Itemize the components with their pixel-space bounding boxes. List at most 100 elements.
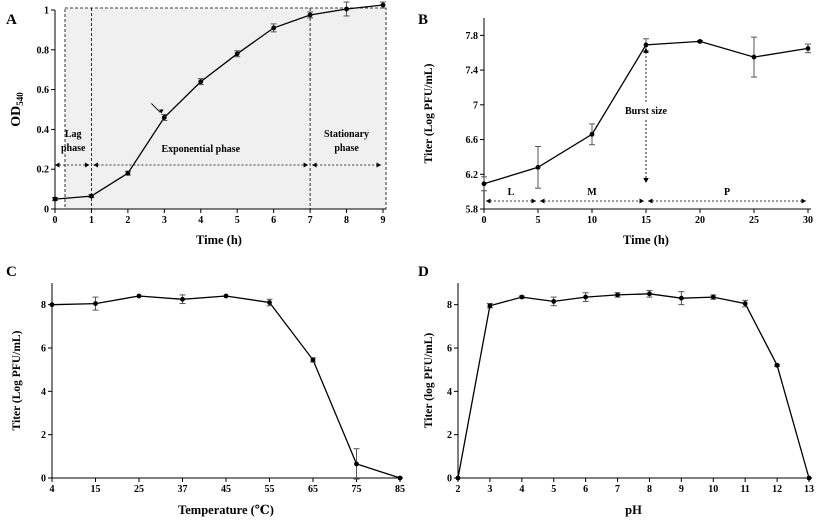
- phase-arrow-head: [531, 198, 536, 204]
- panel-c-x-tick-label: 37: [178, 484, 188, 495]
- panel-a-data-point: [344, 6, 349, 12]
- panel-b-x-tick-label: 25: [749, 215, 759, 226]
- panel-c-x-tick-label: 25: [134, 484, 144, 495]
- panel-d-x-tick-label: 9: [679, 484, 684, 495]
- panel-b-y-tick-label: 7.8: [466, 31, 479, 42]
- panel-a-data-point: [161, 115, 167, 120]
- panel-d-x-tick-label: 6: [583, 484, 588, 495]
- panel-d-x-tick-label: 5: [551, 484, 556, 495]
- panel-c-y-tick-label: 0: [41, 474, 46, 485]
- panel-c-data-point: [49, 302, 55, 308]
- panel-b-x-tick-label: 0: [482, 215, 487, 226]
- panel-c-data-point: [310, 357, 316, 363]
- panel-d-letter: D: [418, 264, 429, 280]
- panel-d-y-tick-label: 0: [447, 474, 452, 485]
- panel-a-x-tick-label: 3: [162, 215, 167, 226]
- panel-d-data-point: [615, 292, 620, 298]
- panel-a-x-tick-label: 4: [198, 215, 203, 226]
- panel-a-letter: A: [6, 12, 17, 28]
- burst-size-label: Burst size: [625, 106, 668, 117]
- panel-a-data-point: [380, 2, 386, 8]
- panel-d-y-tick-label: 4: [447, 387, 452, 398]
- panel-a-data-point: [89, 193, 94, 199]
- panel-a-data-point: [271, 25, 277, 31]
- panel-c-x-axis-label: Temperature (℃): [178, 503, 274, 517]
- panel-a-x-tick-label: 9: [381, 215, 386, 226]
- panel-b-letter: B: [418, 12, 428, 28]
- panel-b-y-axis-label: Titer (Log PFU/mL): [423, 63, 435, 163]
- panel-d-data-point: [774, 362, 780, 368]
- panel-a-y-tick-label: 0.8: [37, 45, 50, 56]
- phase-label: Stationary: [324, 129, 369, 140]
- panel-c-x-tick-label: 4: [50, 484, 55, 495]
- phase-arrow-head: [312, 162, 317, 168]
- phase-arrow-head: [639, 198, 644, 204]
- panel-b-data-point: [643, 42, 649, 48]
- phase-label: phase: [61, 143, 86, 154]
- panel-a-data-point: [125, 170, 131, 176]
- panel-a-x-tick-label: 0: [53, 215, 58, 226]
- panel-a-x-tick-label: 2: [125, 215, 130, 226]
- panel-c-data-point: [354, 461, 359, 467]
- panel-c-x-tick-label: 15: [91, 484, 101, 495]
- panel-c-y-axis-label: Titer (Log PFU/mL): [11, 330, 23, 430]
- phase-label: M: [587, 187, 597, 198]
- panel-b-data-point: [751, 54, 757, 60]
- panel-b-x-tick-label: 5: [536, 215, 541, 226]
- phase-label: phase: [334, 143, 359, 154]
- panel-d-data-point: [742, 301, 748, 306]
- panel-c-x-tick-label: 55: [265, 484, 275, 495]
- panel-b-x-tick-label: 30: [803, 215, 813, 226]
- panel-c-x-tick-label: 85: [395, 484, 405, 495]
- panel-a-x-axis-label: Time (h): [196, 233, 242, 247]
- panel-b-y-tick-label: 6.6: [466, 135, 479, 146]
- panel-b-y-tick-label: 5.8: [466, 205, 479, 216]
- panel-d-x-tick-label: 2: [456, 484, 461, 495]
- panel-a-x-tick-label: 5: [235, 215, 240, 226]
- phase-arrow-head: [84, 162, 90, 168]
- panel-a-y-tick-label: 0.4: [37, 125, 50, 136]
- panel-c-x-tick-label: 45: [221, 484, 231, 495]
- phase-arrow-head: [55, 162, 60, 168]
- panel-c-data-point: [223, 293, 229, 299]
- panel-d-data-point: [583, 294, 589, 300]
- phase-arrow-head: [486, 198, 491, 204]
- panel-b-x-tick-label: 10: [587, 215, 597, 226]
- panel-a-x-tick-label: 1: [89, 215, 94, 226]
- panel-d-x-tick-label: 10: [708, 484, 718, 495]
- phase-label: Exponential phase: [161, 144, 240, 155]
- panel-d-y-tick-label: 6: [447, 344, 452, 355]
- phase-arrow-head: [648, 198, 653, 204]
- pointer-arrow-head: [159, 109, 164, 114]
- panel-c-x-tick-label: 65: [308, 484, 318, 495]
- panel-d-x-tick-label: 13: [804, 484, 814, 495]
- panel-c-data-point: [267, 300, 272, 305]
- panel-c-series-line: [51, 295, 401, 479]
- panel-a-y-axis-label: OD540: [9, 92, 25, 127]
- panel-d-x-tick-label: 12: [772, 484, 782, 495]
- burst-arrow-head: [643, 178, 649, 183]
- burst-arrow-head: [643, 47, 649, 53]
- panel-c-x-tick-label: 75: [352, 484, 362, 495]
- panel-b-y-tick-label: 7.4: [466, 66, 479, 77]
- panel-a-y-tick-label: 0.2: [37, 165, 50, 176]
- panel-a-y-tick-label: 0: [44, 205, 49, 216]
- phase-arrow-head: [376, 162, 381, 168]
- panel-d-x-tick-label: 11: [740, 484, 749, 495]
- panel-b-data-point: [589, 131, 595, 137]
- panel-a-y-tick-label: 0.6: [37, 85, 50, 96]
- panel-c-y-tick-label: 2: [41, 430, 46, 441]
- panel-a-y-tick-label: 1: [44, 6, 49, 17]
- panel-a-x-tick-label: 8: [344, 215, 349, 226]
- phase-label: L: [508, 187, 515, 198]
- panel-d-data-point: [806, 475, 812, 481]
- panel-d-x-tick-label: 7: [615, 484, 620, 495]
- panel-b-x-tick-label: 15: [641, 215, 651, 226]
- panel-b-data-point: [697, 39, 703, 44]
- panel-c-letter: C: [6, 264, 17, 280]
- phase-label: P: [724, 187, 730, 198]
- panel-a-x-tick-label: 6: [271, 215, 276, 226]
- panel-d-data-point: [710, 294, 716, 300]
- panel-d-data-point: [551, 299, 557, 304]
